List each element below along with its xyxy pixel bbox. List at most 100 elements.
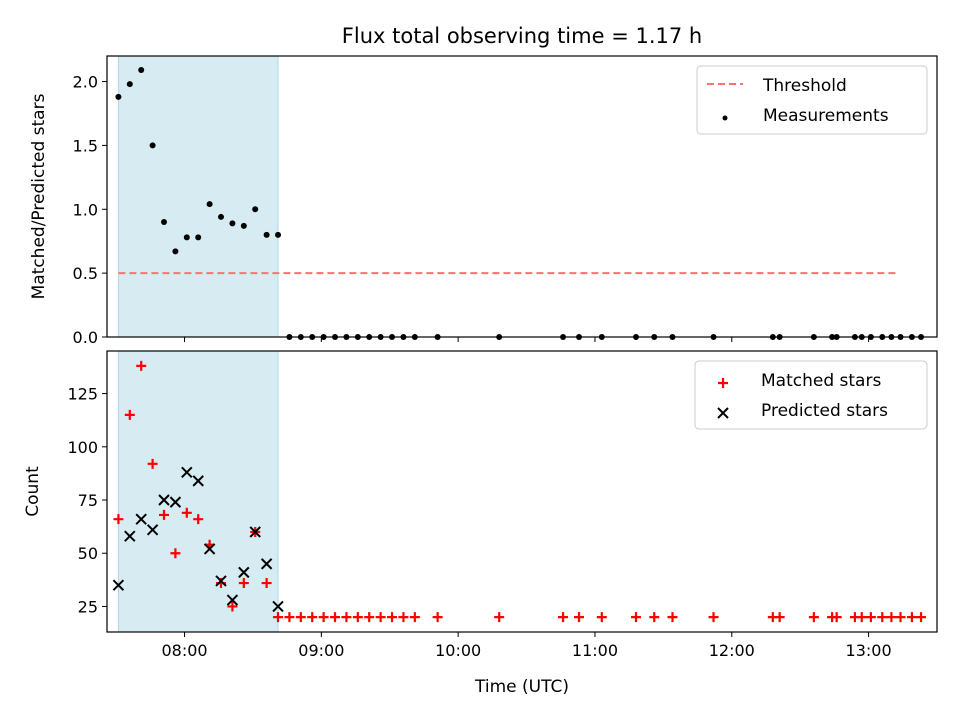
- matched-star-marker: [409, 612, 420, 623]
- x-axis-label: Time (UTC): [474, 677, 569, 697]
- matched-star-marker: [318, 612, 329, 623]
- measurement-point: [229, 220, 236, 227]
- legend-label: Measurements: [763, 106, 889, 126]
- legend-matched-swatch: [718, 378, 728, 388]
- predicted-star-marker: [215, 575, 227, 587]
- predicted-star-marker: [169, 496, 182, 508]
- predicted-star-marker: [124, 530, 136, 542]
- x-tick-label: 09:00: [298, 641, 344, 660]
- matched-star-marker: [774, 612, 785, 623]
- y-tick-label: 0.0: [73, 328, 98, 347]
- matched-star-marker: [831, 612, 842, 623]
- matched-star-marker: [124, 409, 135, 420]
- matched-star-marker: [181, 507, 192, 518]
- measurement-point: [240, 222, 247, 229]
- matched-star-marker: [906, 612, 917, 623]
- measurement-point: [275, 231, 282, 238]
- matched-star-marker: [558, 612, 569, 623]
- matched-star-marker: [364, 612, 375, 623]
- legend-label: Matched stars: [761, 371, 881, 391]
- matched-star-marker: [865, 612, 876, 623]
- matched-star-marker: [170, 548, 181, 559]
- legend-predicted-swatch: [717, 407, 729, 419]
- matched-star-marker: [596, 612, 607, 623]
- matched-star-marker: [708, 612, 719, 623]
- matched-star-marker: [193, 514, 204, 525]
- measurement-point: [138, 67, 145, 74]
- legend-label: Predicted stars: [761, 401, 888, 421]
- predicted-star-marker: [112, 579, 125, 591]
- matched-star-marker: [631, 612, 642, 623]
- matched-star-marker: [273, 612, 284, 623]
- measurement-point: [195, 234, 202, 241]
- predicted-star-marker: [158, 494, 170, 506]
- plot-frame: [106, 350, 938, 633]
- matched-star-marker: [916, 612, 927, 623]
- top-panel: 0.0 0.5 1.0 1.5 2.0 Matched/Predicted stars Th…: [29, 55, 938, 347]
- measurement-point: [218, 213, 225, 220]
- shaded-region: [117, 55, 279, 338]
- matched-star-marker: [574, 612, 585, 623]
- x-tick-label: 08:00: [161, 641, 207, 660]
- predicted-star-marker: [181, 466, 193, 479]
- bottom-panel: 25 50 75 100 125 08:00 09:00 10:00 11:00 12:00 13:…: [23, 350, 938, 660]
- matched-star-marker: [159, 509, 170, 520]
- y-tick-label: 25: [78, 597, 98, 616]
- measurement-point: [206, 201, 213, 208]
- predicted-star-marker: [226, 594, 239, 606]
- legend-box: [696, 65, 928, 135]
- matched-star-marker: [877, 612, 888, 623]
- predicted-star-marker: [192, 475, 204, 487]
- y-tick-label: 0.5: [73, 264, 98, 283]
- y-tick-label: 2.0: [73, 73, 98, 92]
- y-tick-label: 75: [78, 491, 98, 510]
- matched-star-marker: [808, 612, 819, 623]
- y-tick-label: 50: [78, 544, 98, 563]
- y-tick-label: 100: [67, 438, 98, 457]
- predicted-star-marker: [203, 543, 216, 555]
- measurement-point: [252, 206, 259, 213]
- matched-star-marker: [136, 360, 147, 371]
- shaded-region: [117, 350, 279, 633]
- matched-star-marker: [307, 612, 318, 623]
- legend-box: [694, 360, 928, 430]
- matched-star-marker: [295, 612, 306, 623]
- matched-star-marker: [238, 578, 249, 589]
- predicted-star-marker: [135, 513, 147, 525]
- measurement-point: [126, 81, 133, 88]
- matched-star-marker: [330, 612, 341, 623]
- matched-star-marker: [227, 601, 238, 612]
- plot-frame: [106, 55, 938, 338]
- matched-star-marker: [856, 612, 867, 623]
- matched-star-marker: [113, 514, 124, 525]
- matched-star-marker: [886, 612, 897, 623]
- matched-star-marker: [432, 612, 443, 623]
- x-tick-label: 13:00: [846, 641, 892, 660]
- matched-star-marker: [375, 612, 386, 623]
- y-tick-label: 1.5: [73, 136, 98, 155]
- x-tick-label: 10:00: [435, 641, 481, 660]
- chart-title: Flux total observing time = 1.17 h: [342, 24, 702, 48]
- matched-star-marker: [387, 612, 398, 623]
- legend-label: Threshold: [762, 76, 847, 96]
- measurement-point: [115, 93, 122, 100]
- matched-star-marker: [147, 458, 158, 469]
- legend-measurements-swatch: [722, 115, 728, 121]
- matched-star-marker: [352, 612, 363, 623]
- matched-star-marker: [494, 612, 505, 623]
- measurement-point: [149, 142, 156, 149]
- matched-star-marker: [398, 612, 409, 623]
- measurement-point: [183, 234, 190, 241]
- matched-star-marker: [895, 612, 906, 623]
- measurement-point: [263, 231, 270, 238]
- predicted-star-marker: [260, 558, 273, 570]
- y-tick-label: 1.0: [73, 200, 98, 219]
- y-axis-label: Matched/Predicted stars: [29, 93, 49, 299]
- x-tick-label: 11:00: [572, 641, 618, 660]
- measurement-point: [161, 219, 168, 226]
- predicted-star-marker: [146, 524, 159, 536]
- measurement-point: [172, 248, 179, 255]
- matched-star-marker: [649, 612, 660, 623]
- matched-star-marker: [667, 612, 678, 623]
